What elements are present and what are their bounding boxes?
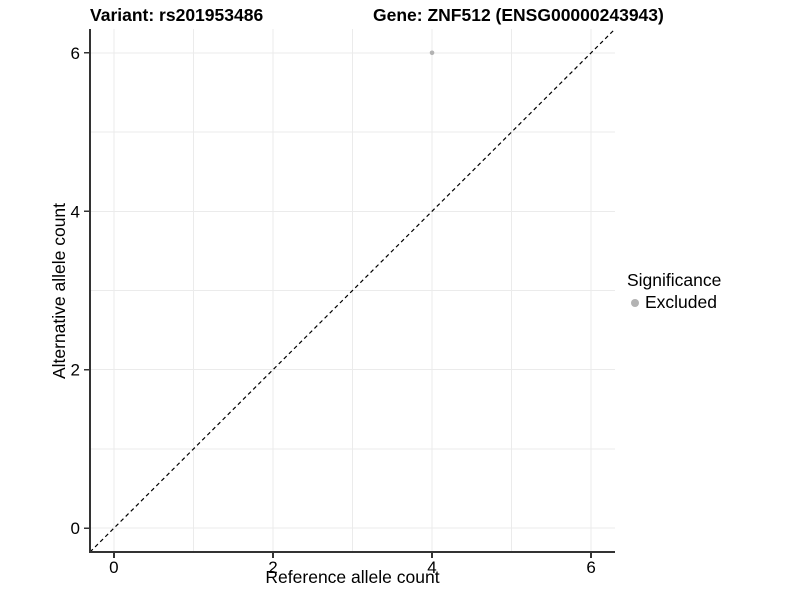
identity-dashed-line <box>89 28 616 553</box>
y-tick-label: 4 <box>71 202 80 221</box>
y-tick-label: 2 <box>71 361 80 380</box>
data-point <box>429 50 435 56</box>
x-tick-label: 6 <box>586 558 595 577</box>
y-tick-label: 6 <box>71 44 80 63</box>
x-tick-label: 0 <box>109 558 118 577</box>
y-tick-label: 0 <box>71 519 80 538</box>
legend-entry-label: Excluded <box>645 292 717 312</box>
x-axis-title: Reference allele count <box>265 567 440 587</box>
x-tick-label: 2 <box>268 558 277 577</box>
plot-title-gene: Gene: ZNF512 (ENSG00000243943) <box>373 5 664 25</box>
legend-point-circle-icon <box>631 298 639 307</box>
legend-entry-excluded: Excluded <box>627 292 721 313</box>
plot-title-variant: Variant: rs201953486 <box>90 5 264 25</box>
legend-title: Significance <box>627 270 722 290</box>
y-axis-title: Alternative allele count <box>49 202 69 380</box>
legend: Significance Excluded <box>627 270 721 313</box>
x-tick-label: 4 <box>427 558 436 577</box>
